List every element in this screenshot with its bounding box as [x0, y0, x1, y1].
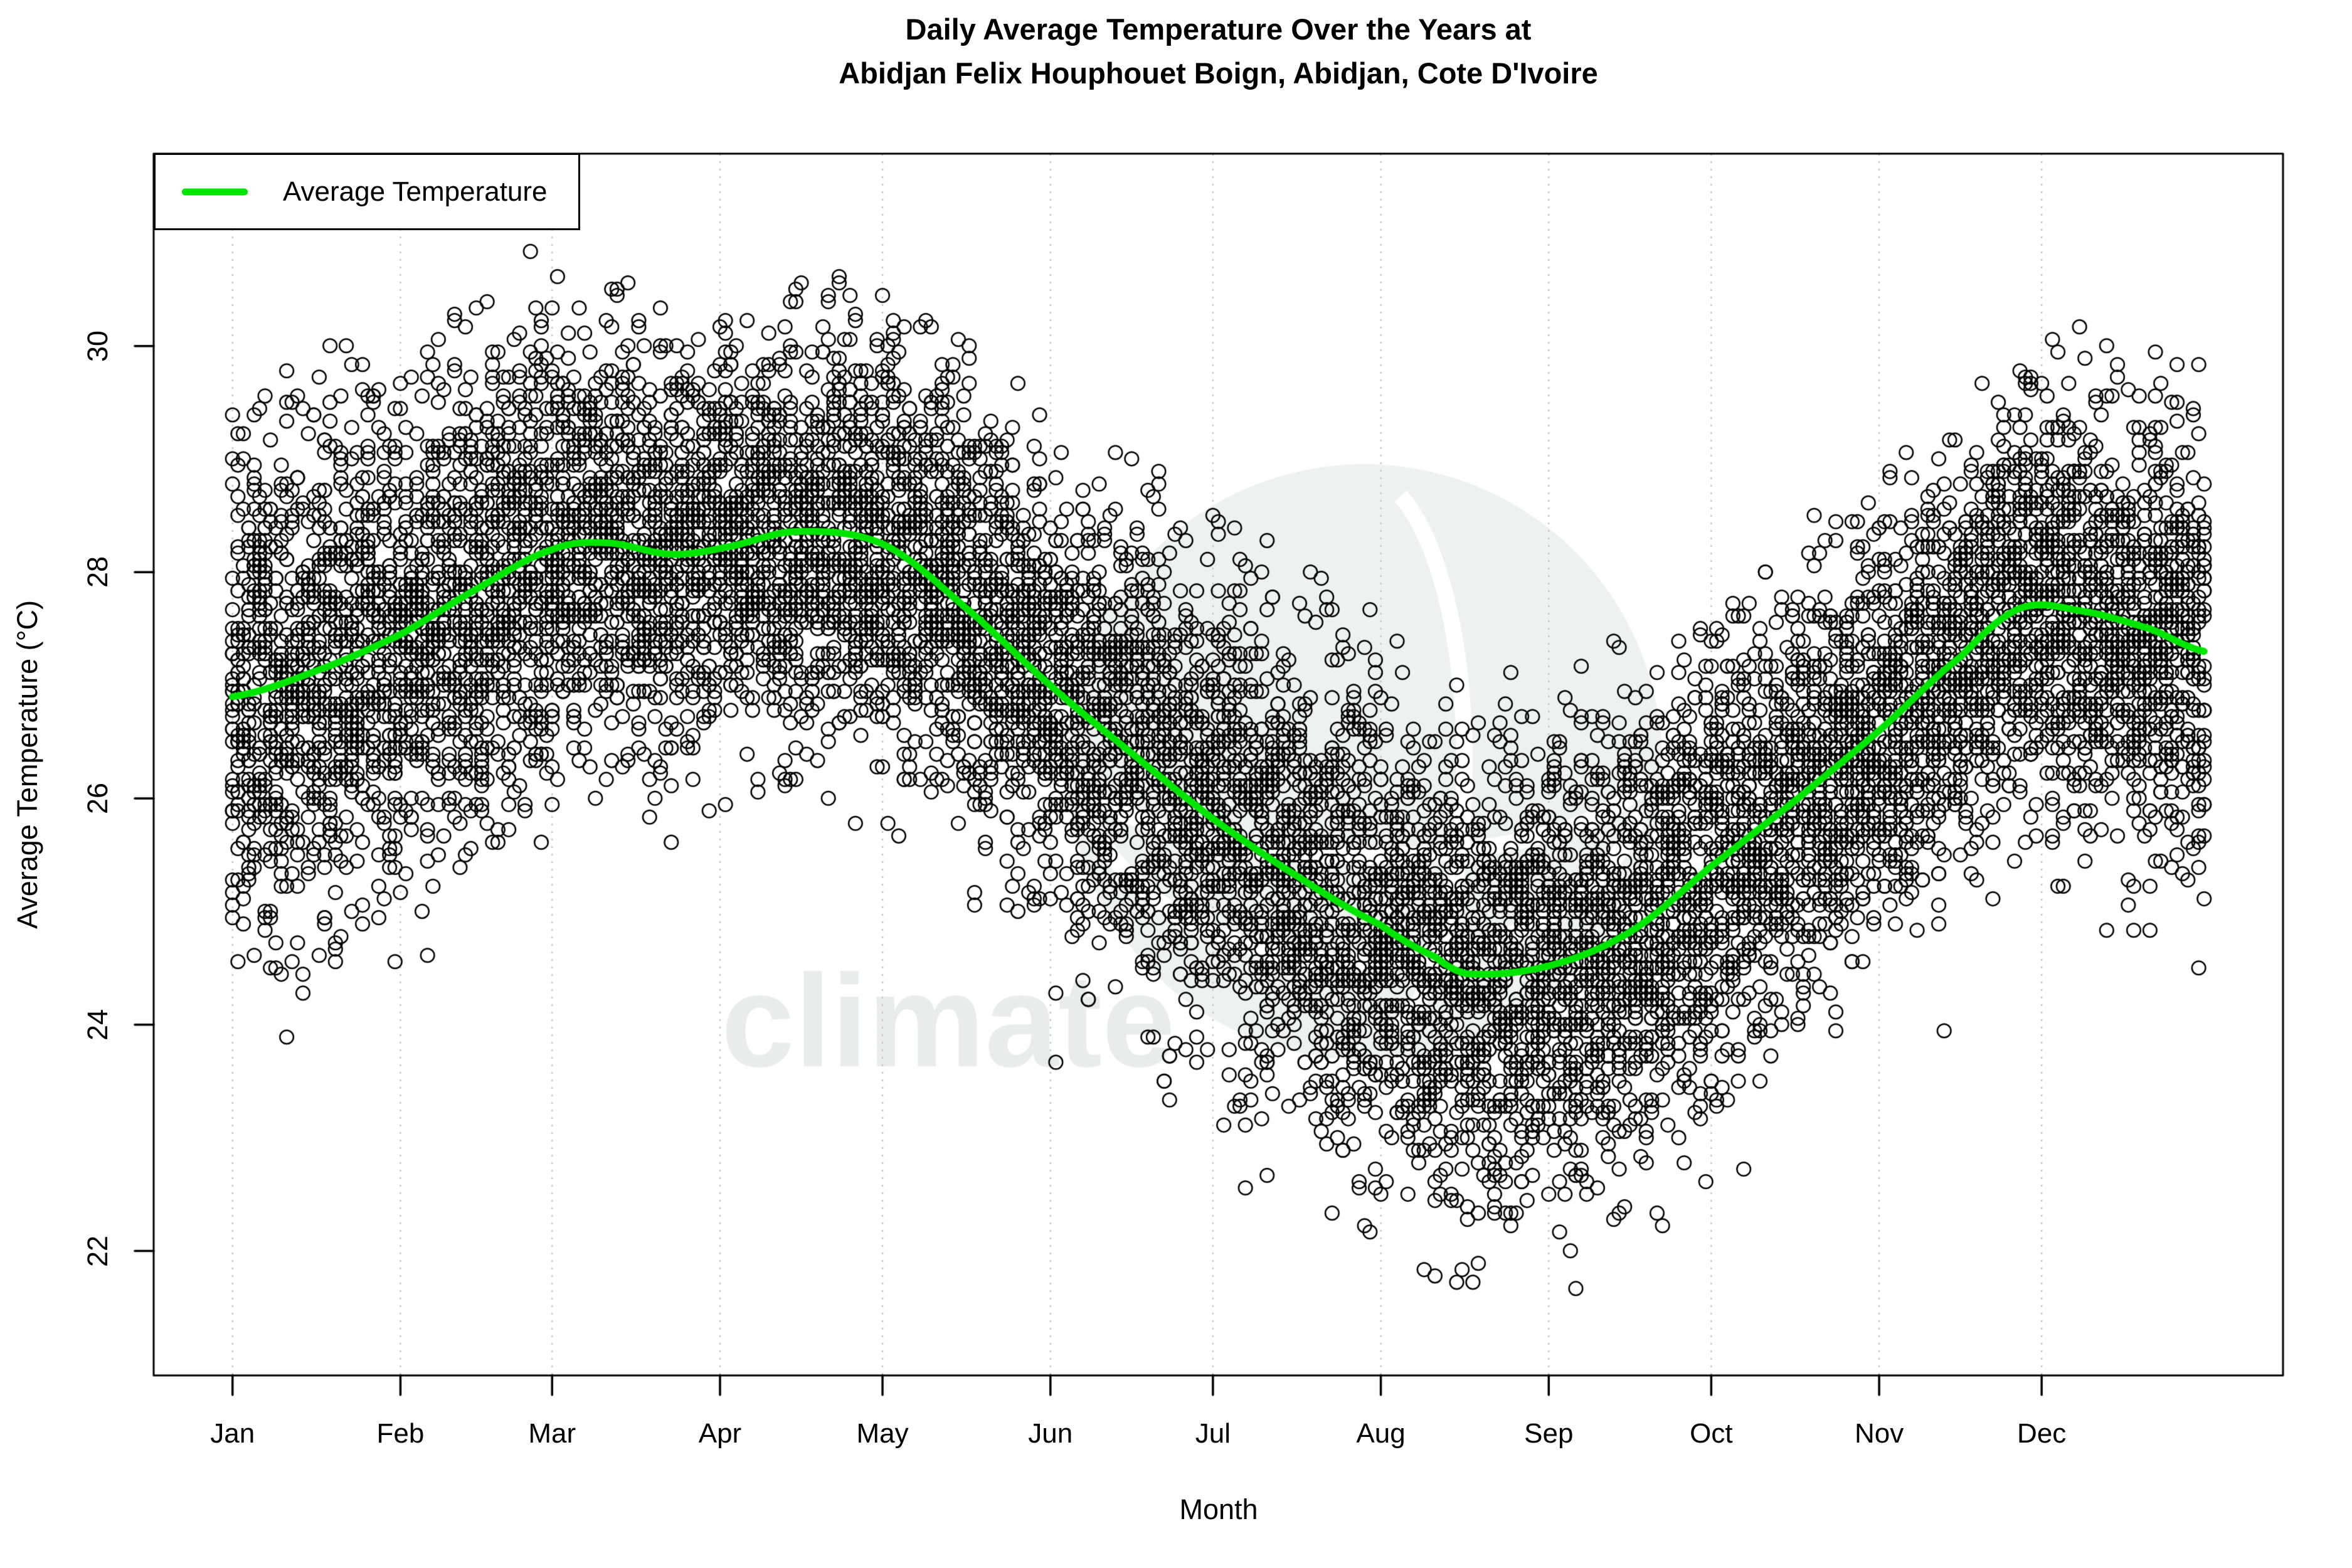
chart-title-line2: Abidjan Felix Houphouet Boign, Abidjan, … [839, 56, 1598, 90]
chart-title-line1: Daily Average Temperature Over the Years… [905, 13, 1532, 46]
y-tick-label: 26 [82, 783, 114, 815]
x-tick-label: Jan [210, 1418, 255, 1449]
x-tick-label: Jul [1195, 1418, 1231, 1449]
legend: Average Temperature [154, 153, 580, 230]
x-tick-label: Mar [528, 1418, 576, 1449]
legend-line-swatch [182, 188, 248, 195]
legend-label: Average Temperature [283, 176, 548, 207]
x-tick-label: Feb [376, 1418, 425, 1449]
y-tick-label: 30 [82, 330, 114, 362]
y-tick-label: 28 [82, 556, 114, 588]
x-axis-title: Month [1179, 1493, 1258, 1525]
x-tick-label: Aug [1356, 1418, 1406, 1449]
x-tick-label: Oct [1690, 1418, 1733, 1449]
x-tick-label: Nov [1854, 1418, 1904, 1449]
y-axis-title: Average Temperature (°C) [11, 600, 43, 930]
y-tick-label: 22 [82, 1235, 114, 1267]
x-tick-label: Dec [2017, 1418, 2067, 1449]
y-tick-label: 24 [82, 1009, 114, 1041]
x-tick-label: Jun [1028, 1418, 1073, 1449]
x-tick-label: Sep [1524, 1418, 1574, 1449]
x-tick-label: May [856, 1418, 909, 1449]
x-tick-label: Apr [698, 1418, 742, 1449]
chart-title: Daily Average Temperature Over the Years… [154, 8, 2283, 95]
